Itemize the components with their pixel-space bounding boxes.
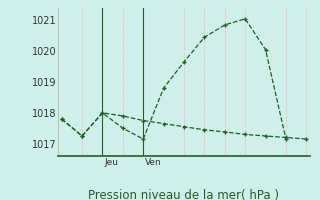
Text: Pression niveau de la mer( hPa ): Pression niveau de la mer( hPa ) [89,189,279,200]
Text: Jeu: Jeu [105,158,118,167]
Text: Ven: Ven [145,158,162,167]
